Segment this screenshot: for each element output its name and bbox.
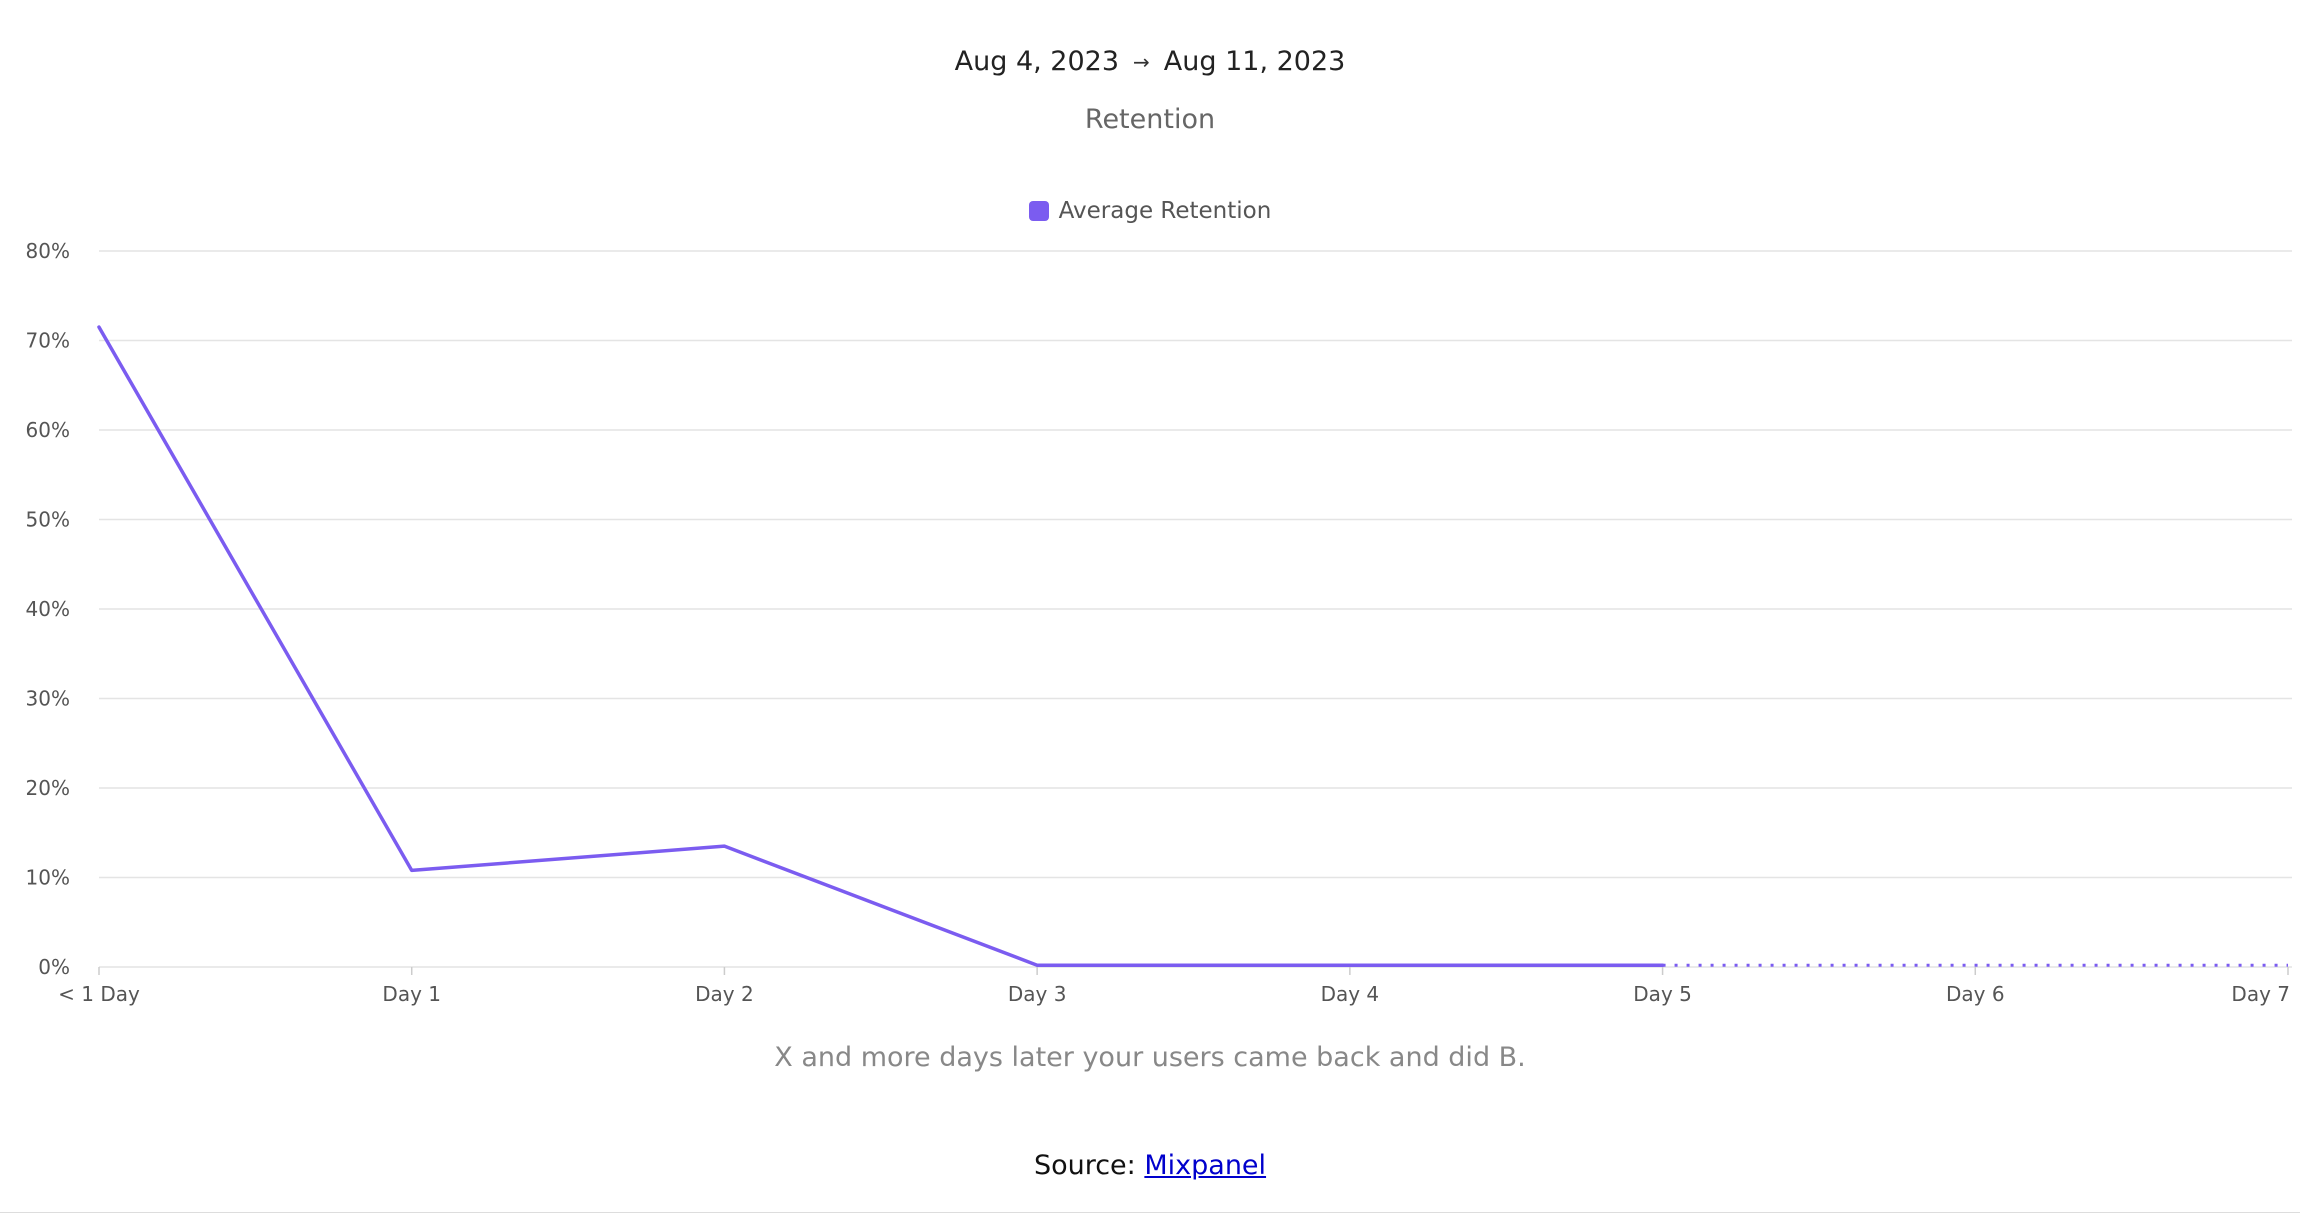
y-tick-label: 40% bbox=[26, 597, 70, 621]
x-tick-label: Day 1 bbox=[382, 982, 441, 1006]
legend-label: Average Retention bbox=[1058, 198, 1272, 224]
data-point bbox=[1347, 962, 1353, 968]
x-tick-label: Day 7 bbox=[2231, 982, 2290, 1006]
series-line bbox=[97, 325, 1665, 967]
x-tick-label: Day 3 bbox=[1008, 982, 1067, 1006]
chart-caption: X and more days later your users came ba… bbox=[774, 1042, 1526, 1073]
x-tick-label: Day 4 bbox=[1321, 982, 1380, 1006]
source-line: Source: Mixpanel bbox=[0, 1150, 2300, 1181]
date-range-end: Aug 11, 2023 bbox=[1163, 46, 1346, 77]
x-tick-label: Day 5 bbox=[1633, 982, 1692, 1006]
data-point bbox=[1660, 962, 1666, 968]
arrow-right-icon: → bbox=[1133, 49, 1150, 74]
y-tick-label: 30% bbox=[26, 687, 70, 711]
data-point bbox=[2285, 962, 2291, 968]
y-tick-label: 60% bbox=[26, 418, 70, 442]
legend-swatch bbox=[1028, 201, 1049, 221]
chart-title: Retention bbox=[1084, 104, 1216, 135]
y-tick-label: 0% bbox=[38, 955, 70, 979]
y-tick-label: 70% bbox=[26, 329, 70, 353]
x-tick-label: < 1 Day bbox=[58, 982, 140, 1006]
source-link[interactable]: Mixpanel bbox=[1144, 1150, 1267, 1181]
source-prefix: Source: bbox=[1033, 1150, 1145, 1181]
y-tick-label: 20% bbox=[26, 776, 70, 800]
y-tick-label: 10% bbox=[26, 866, 70, 890]
data-point bbox=[721, 843, 727, 849]
bottom-divider bbox=[0, 1212, 2300, 1213]
date-range: Aug 4, 2023 → Aug 11, 2023 bbox=[0, 46, 2300, 77]
y-tick-label: 80% bbox=[26, 239, 70, 263]
chart-legend[interactable]: Average Retention bbox=[0, 198, 2300, 224]
x-tick-label: Day 6 bbox=[1946, 982, 2005, 1006]
x-tick-label: Day 2 bbox=[695, 982, 754, 1006]
data-point bbox=[409, 867, 415, 873]
data-point bbox=[1972, 962, 1978, 968]
y-tick-label: 50% bbox=[26, 508, 70, 532]
data-point bbox=[96, 324, 102, 330]
data-point bbox=[1034, 962, 1040, 968]
date-range-start: Aug 4, 2023 bbox=[954, 46, 1120, 77]
